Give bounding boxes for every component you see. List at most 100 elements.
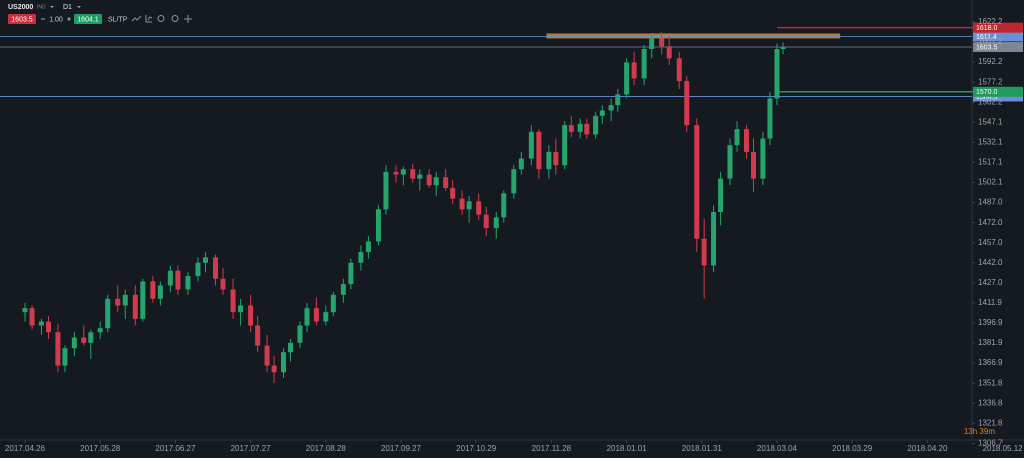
zoom-out-icon[interactable] <box>157 15 165 22</box>
caret[interactable] <box>50 6 54 8</box>
candle-body <box>577 123 583 132</box>
y-tick-label: 1592.2 <box>978 57 1003 66</box>
candle-body <box>358 252 364 263</box>
candle-body <box>313 308 319 322</box>
buy-button[interactable] <box>74 14 102 24</box>
candle-body <box>433 177 439 186</box>
price-label: 1603.5 <box>976 44 998 51</box>
candle-body <box>528 131 534 159</box>
price-label-box <box>973 42 1023 53</box>
ask-price[interactable]: 1604.1 <box>77 16 99 23</box>
candle-body <box>97 328 103 333</box>
candle-body <box>476 201 482 215</box>
candle-body <box>701 238 707 266</box>
candle-body <box>393 171 399 175</box>
candle-body <box>271 365 277 373</box>
candle-body <box>443 177 449 188</box>
candle-body <box>213 257 219 279</box>
candle-body <box>62 348 68 366</box>
x-tick-label: 2018.01.01 <box>607 444 648 453</box>
y-tick-label: 1351.8 <box>978 378 1003 387</box>
chart-type-icon[interactable] <box>145 15 153 23</box>
y-tick-label: 1547.1 <box>978 117 1003 126</box>
candle-body <box>483 214 489 229</box>
candle-body <box>501 193 507 218</box>
candle-body <box>122 294 128 306</box>
candle-body <box>46 321 51 333</box>
y-tick-label: 1517.1 <box>978 158 1003 167</box>
y-tick-label: 1472.0 <box>978 218 1003 227</box>
candle-body <box>29 308 35 326</box>
sltp-button[interactable]: SL/TP <box>108 16 128 23</box>
candle-body <box>459 198 465 210</box>
candle-body <box>624 62 630 95</box>
symbol[interactable]: US2000 <box>8 4 33 11</box>
x-tick-label: 2017.09.27 <box>381 444 422 453</box>
x-tick-label: 2017.07.27 <box>231 444 272 453</box>
candle-body <box>659 38 665 47</box>
support-zone <box>546 33 841 39</box>
candle-body <box>202 257 208 263</box>
candle-body <box>734 129 740 146</box>
toolbar: US2000 IND D1 1603.5 1.00 1604.1 SL/TP <box>8 4 192 24</box>
bid-price[interactable]: 1603.5 <box>11 16 33 23</box>
sell-button[interactable] <box>8 14 36 24</box>
y-tick-label: 1577.2 <box>978 77 1003 86</box>
candle-body <box>71 337 77 349</box>
candle-body <box>743 129 749 152</box>
candle-body <box>167 270 173 286</box>
price-label: 1618.0 <box>976 25 998 32</box>
candle-body <box>518 158 524 170</box>
x-tick-label: 2017.11.28 <box>532 444 572 453</box>
plus-icon[interactable] <box>67 17 71 21</box>
candle-body <box>22 308 28 313</box>
candle-body <box>323 312 329 322</box>
candle-body <box>727 145 733 179</box>
lot-size[interactable]: 1.00 <box>49 16 63 23</box>
candle-body <box>255 325 261 346</box>
candle-body <box>760 138 766 179</box>
x-tick-label: 2018.05.12 <box>983 444 1024 453</box>
price-label-box <box>973 31 1023 42</box>
candle-body <box>238 305 244 313</box>
plot: 1611.4 1603.5 1566.5 1618.0 1570.0 <box>0 22 1023 383</box>
candle-body <box>780 47 786 50</box>
candle-body <box>330 294 336 313</box>
candle-body <box>185 276 191 290</box>
candle-body <box>593 115 599 135</box>
x-tick-label: 2017.04.26 <box>5 444 46 453</box>
candle-body <box>140 281 146 319</box>
candle-body <box>195 262 201 277</box>
y-tick-label: 1487.0 <box>978 198 1003 207</box>
candle-body <box>230 289 236 313</box>
price-label-box <box>973 22 1023 33</box>
caret[interactable] <box>77 6 81 8</box>
y-tick-label: 1306.7 <box>978 439 1003 448</box>
indicator-icon[interactable] <box>131 15 142 22</box>
candle-body <box>38 321 44 326</box>
candle-body <box>562 125 568 166</box>
candle-body <box>132 294 138 319</box>
x-tick-label: 2017.06.27 <box>155 444 196 453</box>
x-tick-label: 2018.03.04 <box>757 444 798 453</box>
price-label: 1611.4 <box>976 34 997 41</box>
y-tick-label: 1532.1 <box>978 138 1003 147</box>
x-tick-label: 2017.08.28 <box>306 444 347 453</box>
x-tick-label: 2018.03.29 <box>832 444 873 453</box>
zoom-in-icon[interactable] <box>171 15 179 22</box>
candle-body <box>711 211 717 266</box>
y-tick-label: 1502.1 <box>978 178 1003 187</box>
candle-body <box>297 325 303 343</box>
x-tick-label: 2017.10.29 <box>456 444 497 453</box>
candle-body <box>493 217 499 229</box>
candle-body <box>641 49 647 79</box>
candle-body <box>105 298 111 329</box>
timeframe[interactable]: D1 <box>63 4 72 11</box>
candle-body <box>348 262 354 285</box>
crosshair-icon[interactable] <box>184 15 192 23</box>
candle-body <box>694 125 700 239</box>
price-label: 1570.0 <box>976 89 998 96</box>
y-tick-label: 1562.2 <box>978 97 1003 106</box>
x-tick-label: 2018.04.20 <box>907 444 948 453</box>
candle-body <box>511 169 517 194</box>
